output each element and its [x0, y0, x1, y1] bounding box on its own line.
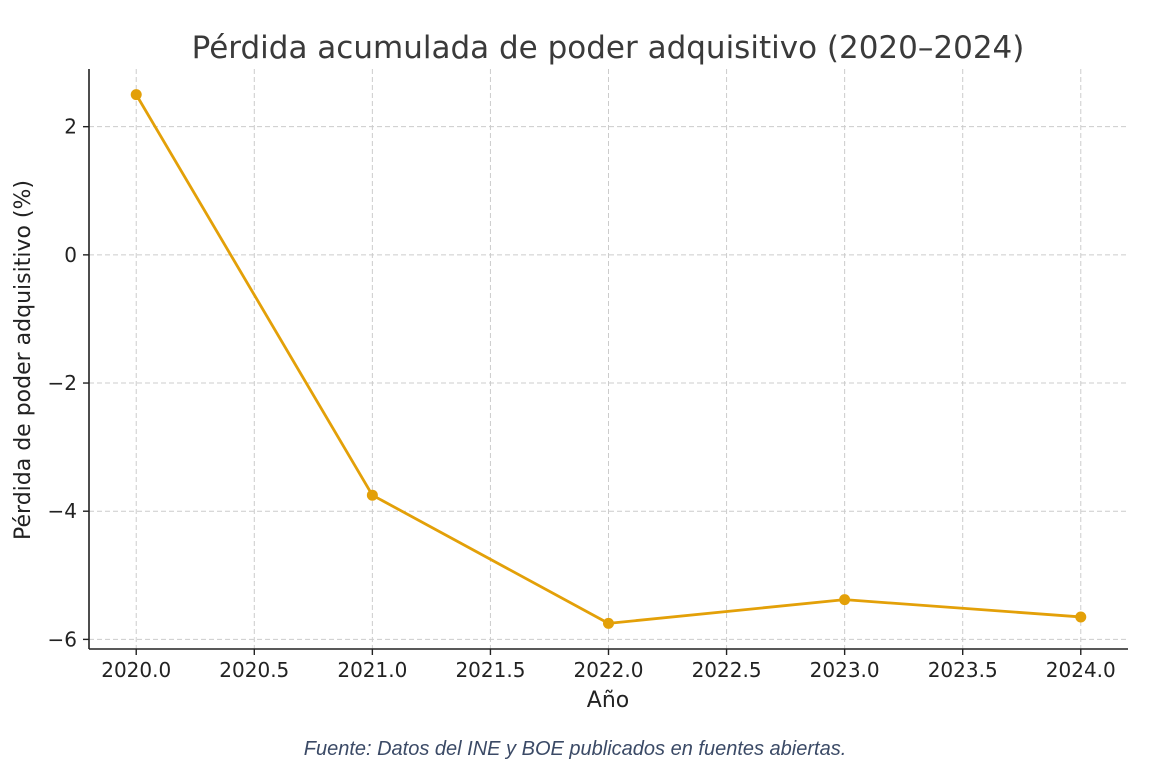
y-tick-label: 0 — [64, 243, 77, 267]
y-tick-label: 2 — [64, 115, 77, 139]
x-tick-label: 2020.0 — [101, 658, 171, 682]
ticks-layer: 2020.0 2020.5 2021.0 2021.5 2022.0 2022.5 2023… — [48, 115, 1116, 682]
series-layer — [130, 89, 1087, 629]
line-chart: Pérdida acumulada de poder adquisitivo (… — [11, 30, 1128, 713]
x-tick-label: 2023.5 — [928, 658, 998, 682]
source-note: Fuente: Datos del INE y BOE publicados e… — [303, 738, 847, 760]
x-tick-label: 2024.0 — [1046, 658, 1116, 682]
y-axis-label: Pérdida de poder adquisitivo (%) — [11, 180, 36, 540]
y-tick-label: −6 — [48, 627, 77, 651]
x-tick-label: 2023.0 — [810, 658, 880, 682]
x-axis-label: Año — [587, 688, 629, 713]
chart-container: Pérdida acumulada de poder adquisitivo (… — [11, 30, 1128, 713]
grid-layer — [89, 69, 1128, 649]
chart-title: Pérdida acumulada de poder adquisitivo (… — [192, 30, 1025, 66]
data-point — [603, 617, 614, 629]
y-tick-label: −2 — [48, 371, 77, 395]
data-point — [130, 89, 142, 101]
x-tick-label: 2022.0 — [574, 658, 644, 682]
x-tick-label: 2020.5 — [219, 658, 289, 682]
x-tick-label: 2022.5 — [692, 658, 762, 682]
data-point — [366, 489, 378, 501]
data-point — [1075, 611, 1087, 623]
data-point — [839, 594, 851, 606]
y-tick-label: −4 — [48, 499, 77, 523]
x-tick-label: 2021.5 — [455, 658, 525, 682]
x-tick-label: 2021.0 — [337, 658, 407, 682]
